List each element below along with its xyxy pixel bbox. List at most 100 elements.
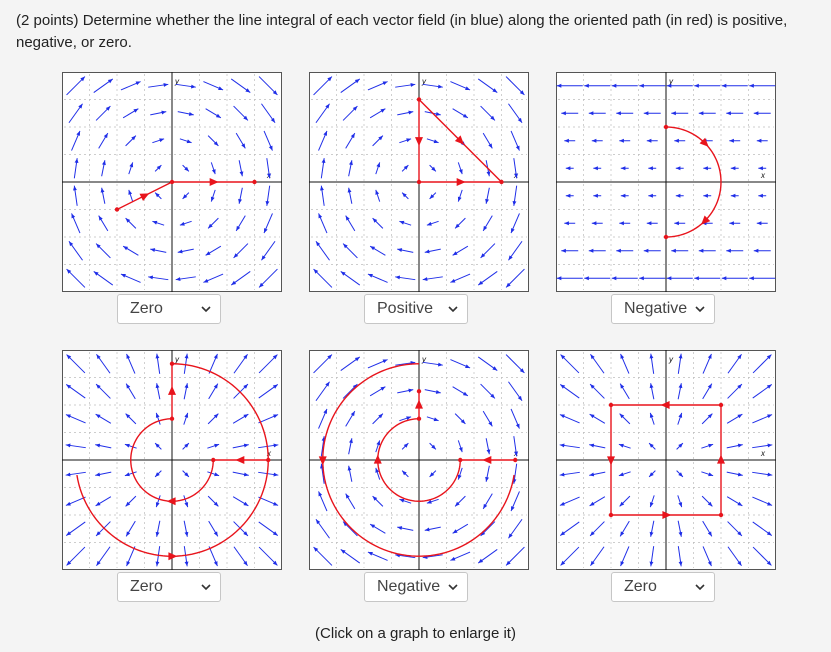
field-arrow	[591, 221, 603, 226]
field-arrow	[66, 546, 86, 566]
field-arrow	[560, 546, 580, 566]
field-arrow	[318, 491, 328, 512]
graph-1[interactable]: xy	[62, 72, 282, 292]
chevron-down-icon	[448, 584, 458, 591]
field-arrow	[730, 193, 739, 198]
x-axis-label: x	[760, 171, 766, 180]
path-point	[114, 207, 120, 212]
field-arrow	[480, 105, 496, 121]
field-arrow	[674, 221, 686, 226]
field-arrow	[342, 243, 358, 259]
field-arrow	[233, 243, 249, 259]
field-arrow	[565, 193, 574, 198]
path-direction-arrow	[415, 399, 423, 409]
field-arrow	[98, 132, 109, 149]
field-arrow	[588, 248, 606, 253]
vector-field-plot: xy	[309, 350, 529, 570]
field-arrow	[560, 354, 580, 374]
field-arrow	[620, 353, 630, 374]
grid-lines	[311, 352, 527, 568]
answer-dropdown-5[interactable]: Negative	[364, 572, 468, 602]
field-arrow	[397, 388, 414, 394]
field-arrow	[95, 413, 112, 424]
answer-dropdown-2[interactable]: Positive	[364, 294, 468, 324]
field-arrow	[367, 551, 388, 561]
field-arrow	[258, 443, 279, 449]
answer-dropdown-4[interactable]: Zero	[117, 572, 221, 602]
field-arrow	[155, 383, 161, 400]
field-arrow	[313, 76, 333, 96]
field-arrow	[702, 546, 712, 567]
field-arrow	[620, 546, 630, 567]
field-arrow	[701, 443, 714, 449]
field-arrow	[125, 217, 137, 229]
field-arrow	[616, 248, 634, 253]
answer-dropdown-3[interactable]: Negative	[611, 294, 715, 324]
field-arrow	[372, 217, 384, 229]
field-arrow	[589, 471, 606, 477]
field-arrow	[698, 111, 716, 116]
field-arrow	[230, 78, 251, 93]
field-arrow	[399, 416, 412, 422]
field-arrow	[727, 383, 743, 399]
field-arrow	[258, 496, 279, 506]
field-arrow	[65, 521, 86, 536]
field-arrow	[480, 243, 496, 259]
path-point	[499, 179, 504, 185]
field-arrow	[648, 166, 657, 171]
field-arrow	[155, 495, 161, 508]
field-arrow	[639, 83, 666, 88]
graph-2[interactable]: xy	[309, 72, 529, 292]
field-arrow	[120, 273, 141, 283]
field-arrow	[584, 276, 611, 281]
field-arrow	[482, 215, 493, 232]
field-arrow	[508, 518, 523, 539]
field-arrow	[258, 471, 279, 477]
field-arrow	[183, 520, 189, 537]
field-arrow	[426, 220, 439, 226]
field-arrow	[313, 546, 333, 566]
field-arrow	[367, 359, 388, 369]
field-arrow	[397, 526, 414, 531]
field-arrow	[619, 138, 631, 143]
answer-dropdown-6[interactable]: Zero	[611, 572, 715, 602]
field-arrow	[584, 83, 611, 88]
path-point	[416, 97, 422, 102]
field-arrow	[233, 105, 249, 121]
field-arrow	[701, 413, 713, 425]
field-arrow	[65, 384, 86, 399]
field-arrow	[182, 470, 190, 478]
field-arrow	[179, 138, 192, 144]
field-arrow	[263, 130, 273, 151]
field-arrow	[258, 384, 279, 399]
field-arrow	[95, 383, 111, 399]
field-arrow	[395, 275, 416, 281]
field-arrow	[345, 132, 356, 149]
field-arrow	[155, 353, 161, 374]
field-arrow	[96, 546, 111, 567]
field-arrow	[401, 442, 409, 450]
oriented-path	[318, 363, 518, 557]
field-arrow	[233, 383, 249, 399]
field-arrow	[648, 193, 657, 198]
graph-5[interactable]: xy	[309, 350, 529, 570]
field-arrow	[457, 440, 463, 453]
field-arrow	[588, 111, 606, 116]
field-arrow	[589, 443, 606, 449]
field-arrow	[395, 83, 416, 88]
field-arrow	[721, 83, 748, 88]
field-arrow	[315, 518, 330, 539]
field-arrow	[95, 496, 112, 507]
field-arrow	[646, 138, 658, 143]
path-direction-arrow	[662, 511, 672, 519]
answer-dropdown-1[interactable]: Zero	[117, 294, 221, 324]
field-arrow	[677, 495, 683, 508]
field-arrow	[510, 130, 520, 151]
field-arrow	[320, 158, 326, 179]
field-arrow	[93, 78, 114, 93]
field-arrow	[235, 132, 246, 149]
field-arrow	[726, 443, 743, 449]
